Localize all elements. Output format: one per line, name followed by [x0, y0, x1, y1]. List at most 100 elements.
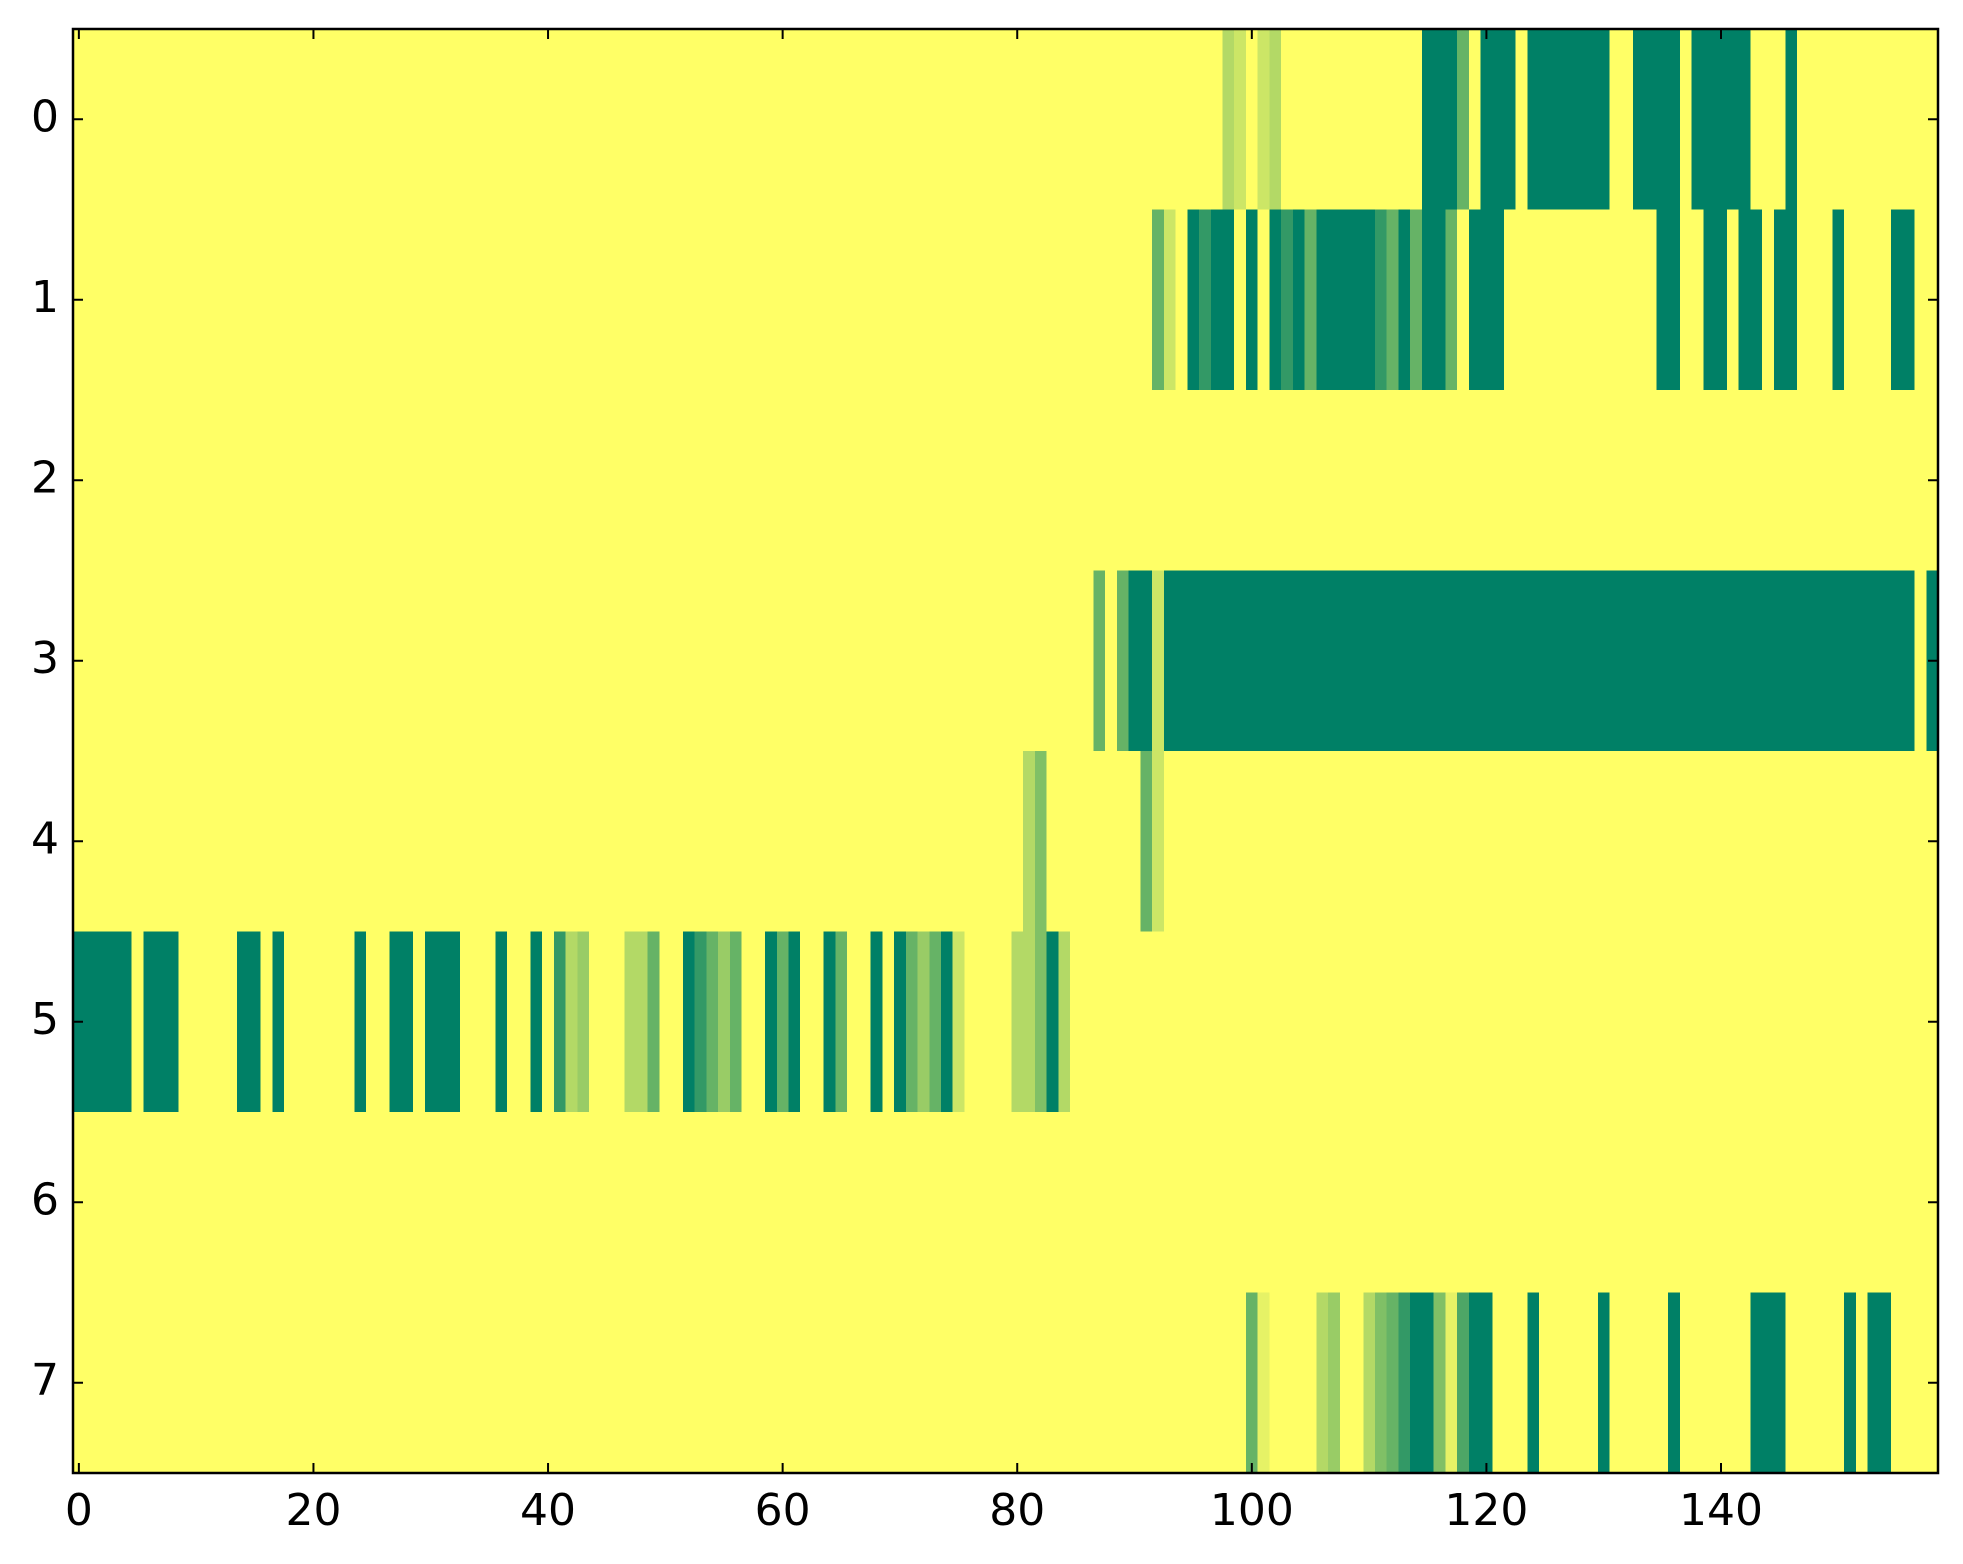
cell — [401, 1292, 414, 1473]
cell — [96, 209, 109, 390]
cell — [1633, 390, 1646, 571]
cell — [1515, 570, 1529, 751]
cell — [659, 931, 672, 1112]
cell — [424, 751, 438, 932]
cell — [1515, 1292, 1529, 1473]
cell — [108, 390, 121, 571]
cell — [718, 390, 731, 571]
cell — [1527, 29, 1540, 210]
cell — [600, 570, 614, 751]
cell — [319, 751, 332, 932]
cell — [471, 1112, 485, 1293]
cell — [1105, 1112, 1118, 1293]
cell — [1339, 29, 1353, 210]
cell — [1234, 209, 1247, 390]
cell — [1914, 209, 1927, 390]
cell — [1844, 931, 1857, 1112]
cell — [870, 29, 883, 210]
cell — [1609, 29, 1622, 210]
cell — [96, 1292, 109, 1473]
cell — [1210, 1112, 1224, 1293]
cell — [682, 1292, 696, 1473]
cell — [1679, 1292, 1693, 1473]
cell — [589, 209, 602, 390]
cell — [1492, 390, 1505, 571]
cell — [1879, 751, 1892, 932]
cell — [1586, 390, 1599, 571]
cell — [858, 751, 872, 932]
cell — [964, 1112, 977, 1293]
cell — [401, 570, 414, 751]
cell — [354, 1112, 367, 1293]
cell — [1550, 1112, 1564, 1293]
cell — [1867, 931, 1880, 1112]
cell — [1797, 209, 1810, 390]
cell — [1316, 751, 1329, 932]
cell — [1093, 29, 1106, 210]
cell — [1621, 1112, 1634, 1293]
cell — [1339, 1292, 1353, 1473]
cell — [1586, 1112, 1599, 1293]
cell — [1820, 570, 1834, 751]
cell — [542, 1292, 555, 1473]
cell — [1445, 209, 1458, 390]
cell — [788, 29, 801, 210]
cell — [706, 209, 719, 390]
cell — [448, 751, 461, 932]
cell — [1691, 29, 1705, 210]
cell — [858, 29, 872, 210]
cell — [1163, 1112, 1177, 1293]
cell — [1421, 1112, 1435, 1293]
cell — [1668, 751, 1681, 932]
cell — [1832, 1112, 1845, 1293]
cell — [436, 570, 449, 751]
cell — [1234, 751, 1247, 932]
cell — [589, 29, 602, 210]
cell — [1855, 931, 1869, 1112]
cell — [1879, 209, 1892, 390]
cell — [131, 931, 144, 1112]
cell — [131, 751, 144, 932]
cell — [272, 570, 285, 751]
cell — [1762, 931, 1775, 1112]
cell — [694, 390, 707, 571]
cell — [84, 390, 98, 571]
cell — [460, 751, 473, 932]
cell — [1058, 29, 1071, 210]
cell — [1152, 29, 1165, 210]
cell — [260, 1292, 274, 1473]
cell — [952, 1292, 966, 1473]
cell — [506, 931, 520, 1112]
cell — [1574, 209, 1587, 390]
cell — [1703, 1112, 1716, 1293]
cell — [1797, 931, 1810, 1112]
cell — [1257, 751, 1271, 932]
cell — [342, 1292, 356, 1473]
cell — [295, 1112, 309, 1293]
cell — [718, 1112, 731, 1293]
cell — [1433, 29, 1446, 210]
cell — [553, 1292, 567, 1473]
cell — [999, 931, 1012, 1112]
cell — [741, 1112, 754, 1293]
cell — [436, 209, 449, 390]
cell — [929, 1112, 942, 1293]
cell — [553, 390, 567, 571]
cell — [671, 1112, 684, 1293]
cell — [190, 1292, 203, 1473]
cell — [1070, 1292, 1083, 1473]
cell — [178, 1292, 191, 1473]
cell — [1457, 751, 1470, 932]
cell — [940, 570, 954, 751]
cell — [1785, 29, 1798, 210]
cell — [108, 931, 121, 1112]
cell — [366, 209, 379, 390]
cell — [483, 570, 496, 751]
cell — [858, 570, 872, 751]
cell — [682, 1112, 696, 1293]
cell — [248, 29, 262, 210]
cell — [1245, 1292, 1259, 1473]
cell — [1351, 29, 1364, 210]
cell — [448, 29, 461, 210]
cell — [1550, 209, 1564, 390]
